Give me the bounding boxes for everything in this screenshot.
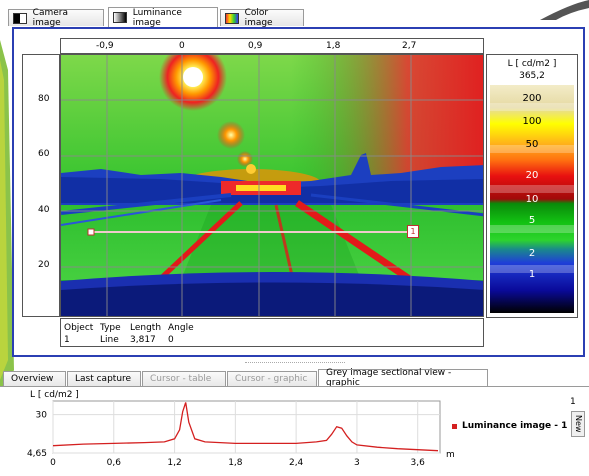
- x-unit-label: m: [446, 450, 455, 460]
- scale-level-label: 100: [522, 116, 542, 127]
- tab-label: Camera image: [32, 8, 68, 28]
- legend-swatch: [452, 423, 457, 429]
- panel-splitter[interactable]: [245, 362, 345, 366]
- y-tick-label: 40: [38, 205, 50, 215]
- scale-level-label: 200: [522, 93, 542, 104]
- y-tick-label: 4,65: [27, 449, 47, 459]
- tab-label: Luminance image: [132, 7, 182, 28]
- tab-label: Last capture: [75, 374, 132, 384]
- tab-label: Color image: [244, 8, 273, 28]
- table-header-length: Length: [130, 323, 162, 333]
- tab-label: Cursor - graphic: [235, 374, 308, 384]
- background-swoosh: [0, 40, 14, 400]
- x-tick-label: 0: [50, 458, 56, 468]
- table-cell-angle[interactable]: 0: [168, 335, 174, 345]
- scale-level-label: 20: [525, 170, 539, 181]
- x-tick-label: 1,8: [326, 41, 341, 51]
- measurement-line-handle[interactable]: 1: [407, 225, 419, 238]
- color-image-icon: [225, 12, 239, 24]
- legend-label: Luminance image - 1: [462, 421, 568, 431]
- x-tick-label: 0: [179, 41, 185, 51]
- table-header-object: Object: [64, 323, 94, 333]
- plot-area: [52, 400, 441, 454]
- new-button-label: New: [574, 415, 583, 433]
- scale-max-value: 365,2: [519, 71, 545, 81]
- sectional-view-panel: L [ cd/m2 ] 1 New 0 0,6 1,2 1,8 2,4 3 3,6 m 30 4,…: [0, 386, 589, 475]
- x-tick-label: -0,9: [96, 41, 114, 51]
- x-tick-label: 1,8: [228, 458, 243, 468]
- luminance-image-icon: [113, 12, 127, 23]
- sectional-chart[interactable]: 0 0,6 1,2 1,8 2,4 3 3,6 m 30 4,65: [0, 387, 570, 476]
- x-tick-label: 2,4: [289, 458, 304, 468]
- chart-legend: Luminance image - 1: [452, 421, 567, 431]
- background-corner-swoosh: [540, 0, 589, 20]
- x-tick-label: 3: [354, 458, 360, 468]
- table-cell-object[interactable]: 1: [64, 335, 70, 345]
- table-cell-length[interactable]: 3,817: [130, 335, 156, 345]
- scale-level-label: 10: [525, 194, 539, 205]
- table-header-type: Type: [100, 323, 121, 333]
- tab-label: Cursor - table: [150, 374, 212, 384]
- tab-label: Grey image sectional view - graphic: [326, 368, 452, 388]
- tab-luminance-image[interactable]: Luminance image: [108, 7, 218, 28]
- tab-grey-image-sectional-view[interactable]: Grey image sectional view - graphic: [318, 368, 488, 388]
- scale-color-bar: [490, 85, 574, 313]
- tab-overview[interactable]: Overview: [3, 371, 66, 386]
- y-tick-label: 80: [38, 94, 50, 104]
- x-tick-label: 3,6: [411, 458, 426, 468]
- side-index: 1: [570, 397, 576, 407]
- y-tick-label: 30: [36, 411, 48, 421]
- luminance-image[interactable]: [60, 54, 484, 317]
- scale-level-label: 1: [528, 269, 536, 280]
- tab-last-capture[interactable]: Last capture: [67, 371, 141, 386]
- table-header-angle: Angle: [168, 323, 194, 333]
- series-line: [52, 402, 439, 452]
- x-tick-label: 0,6: [107, 458, 122, 468]
- tab-cursor-table[interactable]: Cursor - table: [142, 371, 226, 386]
- tab-label: Overview: [11, 374, 54, 384]
- luminance-scale: L [ cd/m2 ] 365,2: [486, 54, 578, 318]
- image-grid: [61, 55, 483, 316]
- x-tick-label: 2,7: [402, 41, 417, 51]
- y-axis-ruler: [22, 54, 60, 317]
- scale-level-label: 50: [525, 139, 539, 150]
- x-tick-label: 1,2: [167, 458, 181, 468]
- tab-cursor-graphic[interactable]: Cursor - graphic: [227, 371, 317, 386]
- luminance-image-render: [61, 55, 483, 316]
- object-table: Object Type Length Angle 1 Line 3,817 0: [60, 318, 484, 347]
- new-button[interactable]: New: [571, 411, 585, 437]
- plot-y-axis-label: L [ cd/m2 ]: [30, 390, 79, 400]
- tab-color-image[interactable]: Color image: [220, 8, 304, 28]
- camera-image-icon: [13, 12, 27, 24]
- y-tick-label: 20: [38, 260, 50, 270]
- table-cell-type[interactable]: Line: [100, 335, 119, 345]
- scale-level-label: 5: [528, 215, 536, 226]
- x-tick-label: 0,9: [248, 41, 263, 51]
- scale-level-label: 2: [528, 248, 536, 259]
- x-axis-ruler: [60, 38, 484, 54]
- measurement-line-number: 1: [410, 227, 416, 236]
- y-tick-label: 60: [38, 149, 50, 159]
- tab-camera-image[interactable]: Camera image: [8, 8, 104, 28]
- scale-unit: L [ cd/m2 ]: [507, 59, 557, 69]
